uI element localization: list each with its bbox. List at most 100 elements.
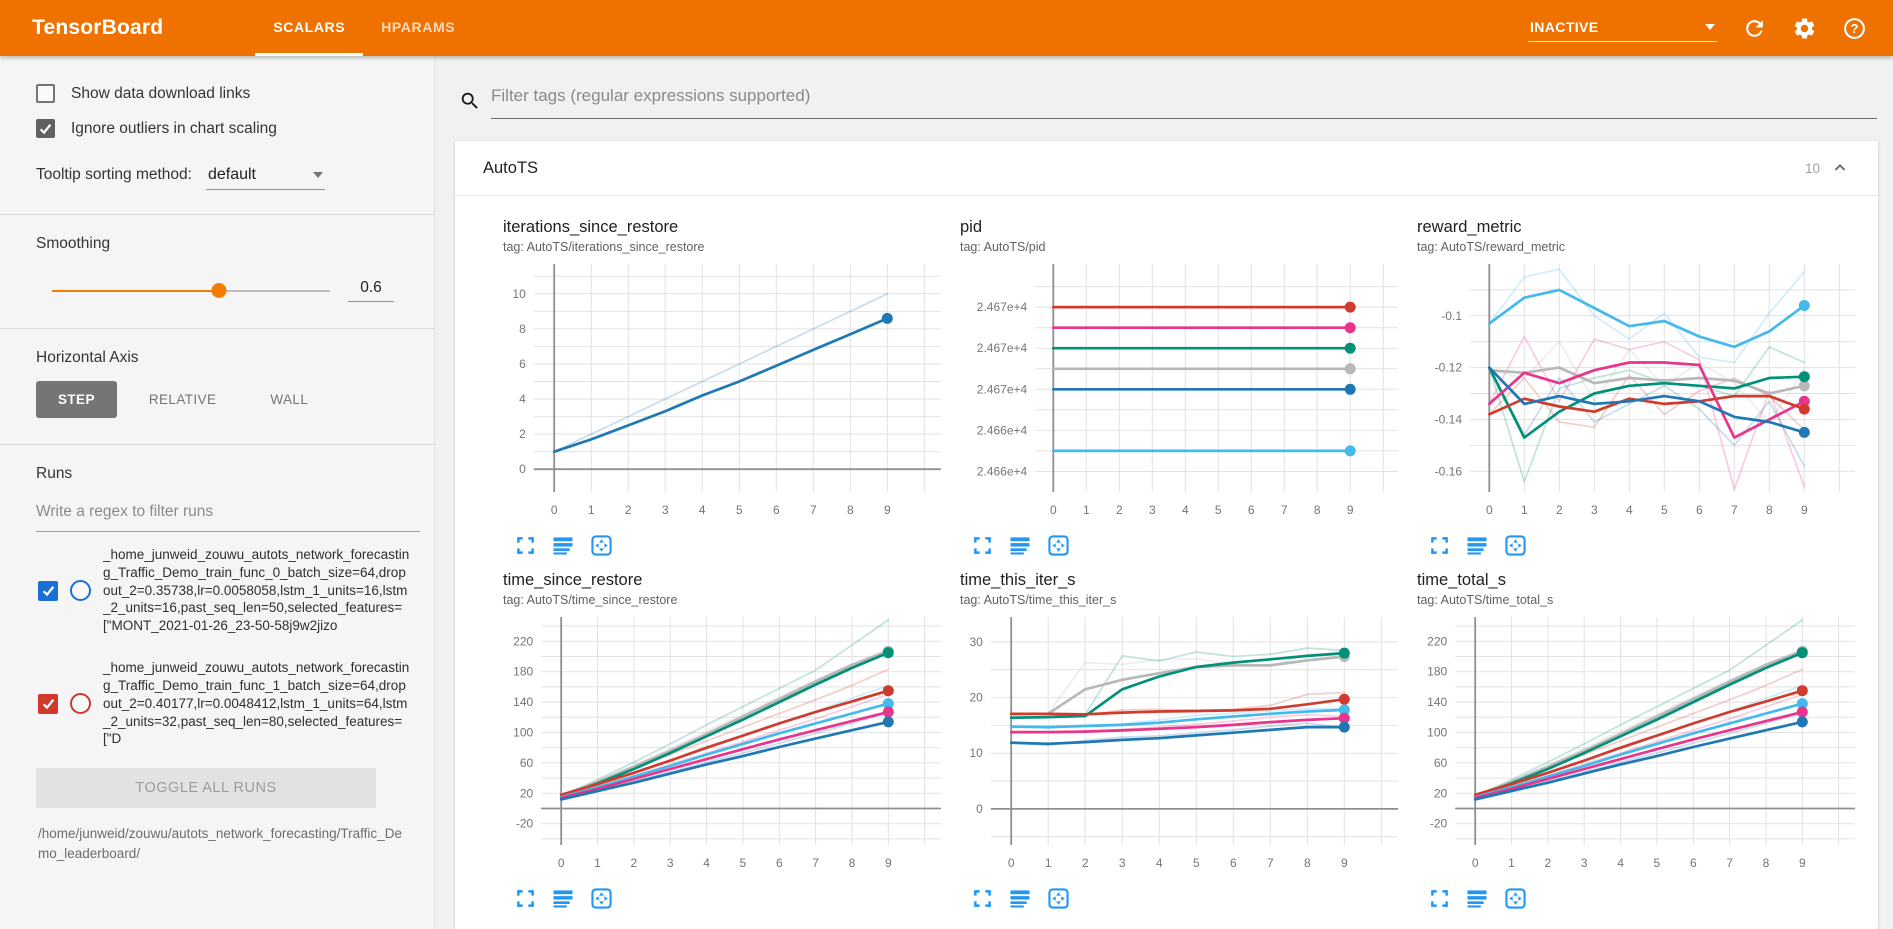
checkbox-ignore-outliers[interactable]: Ignore outliers in chart scaling [36,119,390,138]
filter-tags-input[interactable] [491,82,1877,119]
svg-text:140: 140 [513,695,533,709]
svg-text:0: 0 [558,856,565,870]
chart-actions [960,884,1408,910]
log-directory-path: /home/junweid/zouwu/autots_network_forec… [38,826,402,862]
log-scale-button[interactable] [551,886,575,910]
refresh-icon [1745,19,1763,37]
run-checkbox[interactable] [38,580,58,601]
svg-text:6: 6 [1690,856,1697,870]
chart-count: 10 [1804,160,1820,176]
axis-wall-button[interactable]: WALL [270,392,309,407]
run-radio[interactable] [70,693,91,715]
svg-text:1: 1 [594,856,601,870]
checkbox-checked[interactable] [36,119,55,138]
svg-text:3: 3 [1581,856,1588,870]
svg-text:3: 3 [1591,503,1598,517]
chart-plot[interactable]: -20 20 60 100 140 180 220 0 1 2 3 4 5 6 7 8 9 [1417,611,1865,879]
chart-plot[interactable]: -0.1 -0.12 -0.14 -0.16 0 1 2 3 4 5 6 7 8 9 [1417,258,1865,526]
log-scale-button[interactable] [1465,886,1489,910]
settings-button[interactable] [1791,15,1817,41]
svg-text:-0.14: -0.14 [1435,413,1463,427]
expand-icon [1430,536,1448,554]
run-checkbox[interactable] [38,693,58,714]
chart-actions [1417,531,1865,557]
help-button[interactable]: ? [1841,15,1867,41]
fit-domain-button[interactable] [1046,886,1070,910]
svg-text:20: 20 [1434,786,1448,800]
svg-text:5: 5 [1215,503,1222,517]
run-radio[interactable] [70,580,91,602]
fit-domain-button[interactable] [1046,533,1070,557]
fit-domain-button[interactable] [1503,533,1527,557]
svg-text:2: 2 [519,427,526,441]
fit-domain-icon [1047,887,1069,909]
svg-text:2.466e+4: 2.466e+4 [977,465,1028,479]
smoothing-slider[interactable] [52,282,330,298]
tab-hparams[interactable]: HPARAMS [381,18,456,35]
tag-group-header[interactable]: AutoTS 10 [455,141,1878,196]
expand-chart-button[interactable] [970,886,994,910]
status-label: INACTIVE [1530,18,1599,35]
expand-chart-button[interactable] [970,533,994,557]
tooltip-sort-select[interactable]: default [205,164,325,190]
log-scale-button[interactable] [1465,533,1489,557]
svg-text:0: 0 [1486,503,1493,517]
svg-text:9: 9 [1799,856,1806,870]
fit-domain-button[interactable] [589,533,613,557]
tag-group-card: AutoTS 10 iterations_since_restore tag: A… [455,141,1878,929]
expand-chart-button[interactable] [513,886,537,910]
svg-text:2: 2 [631,856,638,870]
log-scale-button[interactable] [1008,533,1032,557]
svg-text:1: 1 [1045,856,1052,870]
chart-plot[interactable]: 0 2 4 6 8 10 0 1 2 3 4 5 6 7 8 9 [503,258,951,526]
log-scale-button[interactable] [551,533,575,557]
checkbox-show-download-links[interactable]: Show data download links [36,84,390,103]
check-icon [39,124,52,135]
svg-text:100: 100 [513,726,533,740]
expand-icon [516,536,534,554]
chart-plot[interactable]: 0 10 20 30 0 1 2 3 4 5 6 7 8 9 [960,611,1408,879]
svg-text:7: 7 [1731,503,1738,517]
log-scale-icon [1467,536,1487,555]
chart-tag: tag: AutoTS/iterations_since_restore [503,240,705,254]
expand-chart-button[interactable] [513,533,537,557]
svg-text:2: 2 [1116,503,1123,517]
svg-text:8: 8 [1763,856,1770,870]
runs-label: Runs [36,465,73,482]
svg-text:4: 4 [1626,503,1633,517]
chart-tag: tag: AutoTS/reward_metric [1417,240,1565,254]
collapse-group-button[interactable]: 10 [1805,160,1848,176]
chart-plot[interactable]: -20 20 60 100 140 180 220 0 1 2 3 4 5 6 7 8 9 [503,611,951,879]
scalar-chart-time_total_s: time_total_s tag: AutoTS/time_total_s -20 2… [1417,571,1865,910]
fit-domain-button[interactable] [589,886,613,910]
svg-text:5: 5 [1193,856,1200,870]
fit-domain-button[interactable] [1503,886,1527,910]
refresh-button[interactable] [1741,15,1767,41]
status-dropdown[interactable]: INACTIVE [1528,15,1717,42]
chart-title: time_since_restore [503,571,643,589]
svg-text:4: 4 [703,856,710,870]
runs-filter-input[interactable] [36,497,420,532]
svg-text:7: 7 [810,503,817,517]
svg-text:-0.12: -0.12 [1435,361,1463,375]
svg-text:8: 8 [1766,503,1773,517]
expand-chart-button[interactable] [1427,533,1451,557]
checkbox-unchecked[interactable] [36,84,55,103]
svg-text:220: 220 [1427,634,1447,648]
log-scale-button[interactable] [1008,886,1032,910]
slider-thumb[interactable] [211,282,227,298]
axis-relative-button[interactable]: RELATIVE [148,392,217,407]
app-header: TensorBoard SCALARS HPARAMS INACTIVE ? [0,0,1893,56]
run-item-1: _home_junweid_zouwu_autots_network_forec… [0,645,434,758]
svg-text:5: 5 [736,503,743,517]
axis-step-button[interactable]: STEP [36,381,117,418]
tab-scalars[interactable]: SCALARS [255,0,364,56]
toggle-all-runs-button[interactable]: TOGGLE ALL RUNS [36,768,376,809]
tooltip-sort-label: Tooltip sorting method: [36,166,192,183]
chart-plot[interactable]: 2.467e+4 2.467e+4 2.467e+4 2.466e+4 2.466e+4… [960,258,1408,526]
expand-chart-button[interactable] [1427,886,1451,910]
smoothing-value[interactable]: 0.6 [348,279,394,302]
svg-text:0: 0 [976,802,983,816]
chart-tag: tag: AutoTS/pid [960,240,1046,254]
svg-text:10: 10 [969,746,983,760]
